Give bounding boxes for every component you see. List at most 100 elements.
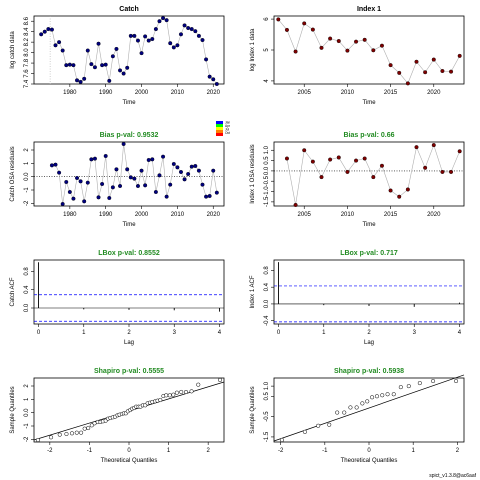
plot-frame <box>273 377 465 443</box>
data-point <box>96 41 101 46</box>
y-tick-label: 1 <box>24 161 30 165</box>
season-legend-swatch <box>216 133 223 136</box>
residual-point <box>211 168 216 173</box>
data-point <box>276 17 281 22</box>
data-point <box>125 65 130 70</box>
residual-point <box>128 175 133 180</box>
x-tick-label: 2020 <box>207 212 221 218</box>
x-tick-label: 1 <box>412 448 416 454</box>
y-tick-label: 0.0 <box>24 303 30 312</box>
chart-title: LBox p-val: 0.717 <box>340 250 398 257</box>
data-point <box>67 62 72 67</box>
data-point <box>168 41 173 46</box>
x-tick-label: 0 <box>367 448 371 454</box>
y-tick-label: 8.6 <box>24 16 30 25</box>
residual-point <box>449 169 454 174</box>
data-point <box>53 43 58 48</box>
residual-point <box>49 163 54 168</box>
data-point <box>118 68 123 73</box>
qq-point <box>48 435 54 440</box>
residual-point <box>164 194 169 199</box>
data-point <box>143 34 148 39</box>
data-point <box>110 54 115 59</box>
plot-frame <box>273 259 465 325</box>
y-tick-label: -1.5 <box>264 431 270 442</box>
plot-frame <box>33 15 225 85</box>
series-line <box>278 19 460 84</box>
residual-point <box>150 157 155 162</box>
x-axis-label: Time <box>122 222 136 228</box>
residual-point <box>362 156 367 161</box>
qq-point <box>302 429 307 434</box>
residual-point <box>89 157 94 162</box>
residual-line <box>51 143 218 205</box>
y-tick-label: 0.5 <box>264 391 270 400</box>
qq-point <box>391 392 396 397</box>
data-point <box>171 45 176 50</box>
data-point <box>150 37 155 42</box>
qq-point <box>82 426 87 431</box>
y-axis-label: Catch OSA residuals <box>10 146 16 201</box>
residual-point <box>153 189 158 194</box>
y-tick-label: 2 <box>24 384 30 388</box>
data-point <box>405 81 410 86</box>
qq-point <box>171 392 176 397</box>
data-point <box>146 38 151 43</box>
residual-point <box>85 180 90 185</box>
residual-point <box>193 163 198 168</box>
residual-point <box>354 158 359 163</box>
data-point <box>423 70 428 75</box>
data-point <box>388 63 393 68</box>
y-tick-label: -1.0 <box>264 186 270 197</box>
qq-point <box>398 385 403 390</box>
qq-point <box>374 394 380 399</box>
qq-point <box>360 401 365 406</box>
qq-point <box>385 392 390 397</box>
qq-point <box>316 423 321 428</box>
y-tick-label: 1.0 <box>264 145 270 154</box>
data-point <box>46 27 51 32</box>
residual-point <box>186 171 191 176</box>
data-point <box>328 36 333 41</box>
data-point <box>449 69 454 74</box>
plot-frame <box>273 15 465 85</box>
data-point <box>132 33 137 38</box>
qq-point <box>158 397 163 403</box>
y-tick-label: 0.0 <box>264 166 270 175</box>
data-point <box>100 63 105 68</box>
x-tick-label: 2 <box>127 330 131 336</box>
data-point <box>114 46 119 51</box>
data-point <box>440 69 445 74</box>
residual-point <box>345 169 350 174</box>
residual-point <box>379 163 384 168</box>
residual-point <box>157 173 162 178</box>
data-point <box>371 48 376 53</box>
data-point <box>78 79 83 84</box>
chart-panel-7: Shapiro p-val: 0.5555 -2 -1 0 1 2 -2 -1 0.0 1 2 The… <box>10 368 225 464</box>
y-axis-label: log catch data <box>10 31 16 69</box>
data-point <box>85 48 90 53</box>
x-tick-label: -1 <box>87 448 93 454</box>
season-legend-swatch <box>216 127 223 130</box>
x-tick-label: -2 <box>278 448 284 454</box>
residual-point <box>96 195 101 200</box>
y-tick-label: 1.0 <box>264 381 270 390</box>
residual-point <box>319 175 324 180</box>
x-tick-label: 1 <box>82 330 86 336</box>
plot-frame <box>33 259 225 325</box>
x-tick-label: 2015 <box>384 212 398 218</box>
data-point <box>431 57 436 62</box>
x-axis-label: Time <box>362 100 376 106</box>
qq-point <box>365 399 370 404</box>
residual-point <box>293 202 298 207</box>
x-tick-label: 2010 <box>341 212 355 218</box>
residual-point <box>414 145 419 150</box>
residual-point <box>64 179 69 184</box>
y-tick-label: 0.8 <box>24 267 30 276</box>
season-legend-swatch <box>216 121 223 124</box>
y-tick-label: 8.0 <box>24 48 30 57</box>
data-point <box>397 70 402 75</box>
x-tick-label: 0 <box>37 330 41 336</box>
residual-point <box>214 190 219 195</box>
